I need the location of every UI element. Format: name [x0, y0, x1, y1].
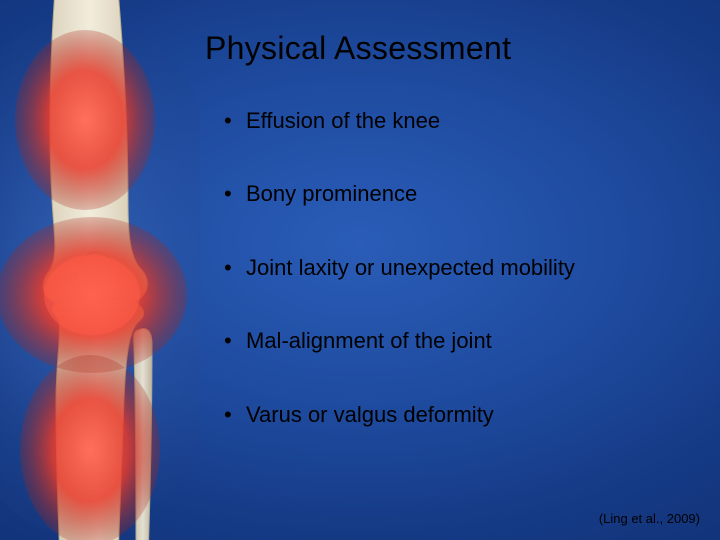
slide: Physical Assessment Effusion of the knee… [0, 0, 720, 540]
bullet-item: Joint laxity or unexpected mobility [220, 255, 680, 281]
bullet-item: Varus or valgus deformity [220, 402, 680, 428]
bullet-item: Effusion of the knee [220, 108, 680, 134]
bullet-list: Effusion of the knee Bony prominence Joi… [220, 108, 680, 475]
bullet-item: Bony prominence [220, 181, 680, 207]
bullet-item: Mal-alignment of the joint [220, 328, 680, 354]
citation: (Ling et al., 2009) [599, 511, 700, 526]
knee-anatomy-image [0, 0, 200, 540]
slide-title: Physical Assessment [205, 30, 511, 67]
